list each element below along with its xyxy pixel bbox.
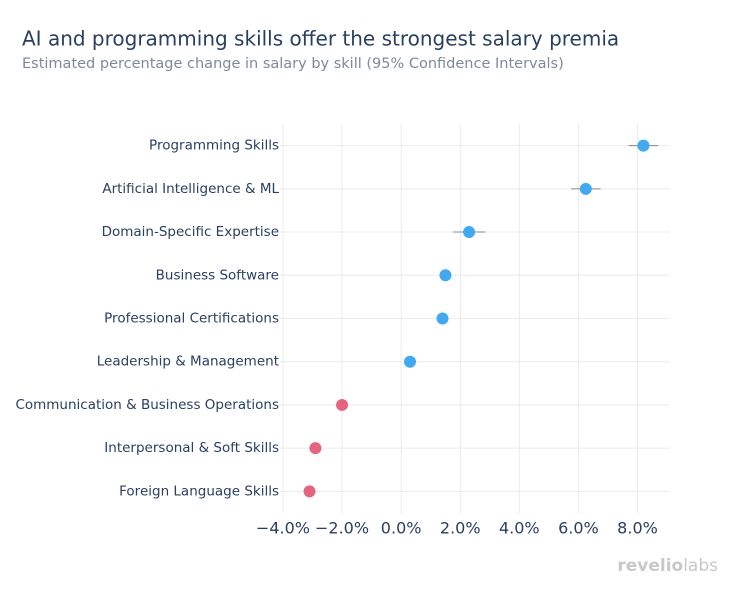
dot: [463, 226, 476, 239]
logo-part: revelio: [617, 556, 683, 576]
dot: [303, 485, 316, 498]
y-tick-label: Foreign Language Skills: [119, 483, 279, 499]
logo-part: labs: [683, 556, 718, 576]
x-tick-label: 6.0%: [558, 519, 599, 538]
dot: [404, 355, 416, 368]
x-tick-label: 2.0%: [440, 519, 481, 538]
dot: [637, 139, 650, 152]
y-tick-label: Leadership & Management: [97, 354, 279, 370]
chart-title: AI and programming skills offer the stro…: [22, 27, 619, 51]
y-tick-label: Communication & Business Operations: [15, 397, 279, 413]
x-tick-label: 4.0%: [499, 519, 540, 538]
dot: [309, 442, 322, 455]
y-tick-label: Artificial Intelligence & ML: [102, 181, 279, 197]
y-tick-label: Professional Certifications: [104, 311, 279, 327]
dot: [579, 182, 592, 195]
x-tick-label: 0.0%: [381, 519, 422, 538]
dot: [336, 398, 349, 411]
x-tick-label: 8.0%: [617, 519, 658, 538]
x-tick-label: −2.0%: [315, 519, 369, 538]
y-tick-label: Interpersonal & Soft Skills: [104, 440, 279, 456]
y-tick-label: Programming Skills: [149, 138, 279, 154]
y-tick-label: Domain-Specific Expertise: [102, 224, 279, 240]
dot: [436, 312, 449, 325]
logo: reveliolabs: [617, 556, 718, 576]
y-tick-label: Business Software: [156, 267, 279, 283]
dot: [439, 269, 452, 282]
x-tick-label: −4.0%: [256, 519, 310, 538]
chart-subtitle: Estimated percentage change in salary by…: [22, 56, 564, 72]
